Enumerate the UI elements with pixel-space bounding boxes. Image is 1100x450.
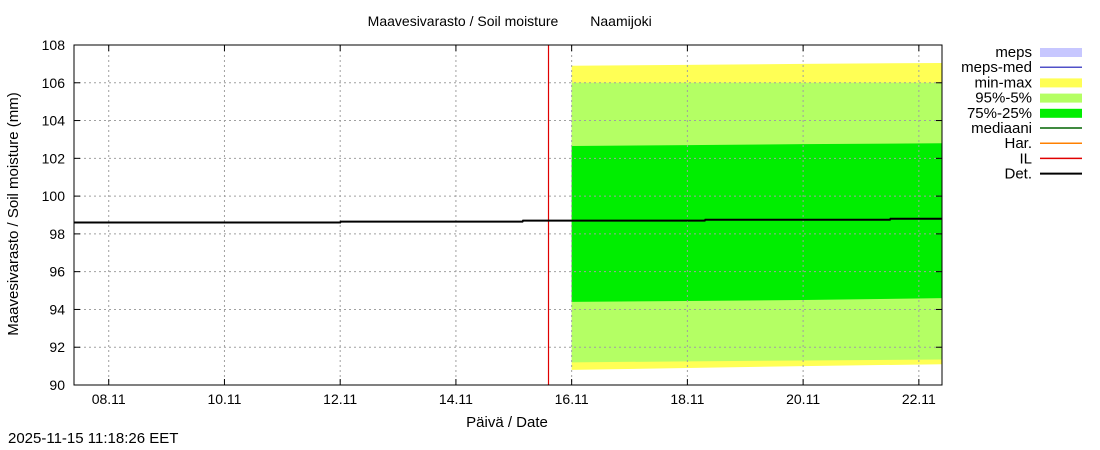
y-tick-label: 108 — [42, 37, 66, 53]
y-axis-label: Maavesivarasto / Soil moisture (mm) — [5, 92, 22, 335]
legend-swatch-min-max — [1040, 78, 1082, 88]
y-tick-label: 106 — [42, 75, 66, 91]
x-tick-label: 08.11 — [92, 391, 126, 407]
chart-title-left: Maavesivarasto / Soil moisture — [368, 13, 559, 29]
chart-title-right: Naamijoki — [590, 13, 651, 29]
timestamp: 2025-11-15 11:18:26 EET — [8, 430, 179, 447]
x-tick-label: 20.11 — [786, 391, 820, 407]
legend-label-meps: meps — [995, 44, 1032, 61]
x-tick-label: 12.11 — [323, 391, 357, 407]
band-75-25- — [571, 143, 942, 302]
y-tick-label: 94 — [49, 301, 65, 317]
series-lines — [74, 45, 942, 385]
legend-label-meps-med: meps-med — [961, 59, 1032, 76]
plot-frame — [73, 44, 943, 386]
legend-swatch-meps — [1040, 48, 1082, 57]
y-tick-label: 100 — [42, 188, 66, 204]
x-tick-label: 22.11 — [902, 391, 936, 407]
axis-ticks: 90 92 94 96 98 100 102 104 106 108 08.11 10.11 12.11… — [42, 37, 942, 407]
grid — [74, 45, 942, 385]
x-axis-label: Päivä / Date — [466, 414, 548, 431]
legend-label-mediaani: mediaani — [971, 120, 1032, 137]
legend-swatch-75-25 — [1040, 108, 1082, 118]
x-tick-label: 16.11 — [555, 391, 589, 407]
y-tick-label: 98 — [49, 226, 65, 242]
legend-label-har: Har. — [1004, 135, 1032, 152]
y-tick-label: 92 — [49, 339, 65, 355]
legend-swatch-95-5 — [1040, 93, 1082, 103]
y-tick-label: 104 — [42, 113, 66, 129]
legend-label-min-max: min-max — [974, 74, 1032, 91]
legend-label-il: IL — [1019, 150, 1032, 167]
y-tick-label: 96 — [49, 264, 65, 280]
y-tick-label: 90 — [49, 377, 65, 393]
legend: mepsmeps-medmin-max95%-5%75%-25%mediaani… — [961, 44, 1082, 183]
x-tick-label: 10.11 — [207, 391, 241, 407]
legend-label-det: Det. — [1004, 166, 1032, 183]
y-tick-label: 102 — [42, 150, 66, 166]
x-tick-label: 14.11 — [439, 391, 473, 407]
legend-label-75-25: 75%-25% — [967, 105, 1032, 122]
forecast-bands — [571, 62, 942, 370]
series-line-det- — [74, 217, 942, 224]
x-tick-label: 18.11 — [670, 391, 704, 407]
legend-label-95-5: 95%-5% — [975, 90, 1032, 107]
